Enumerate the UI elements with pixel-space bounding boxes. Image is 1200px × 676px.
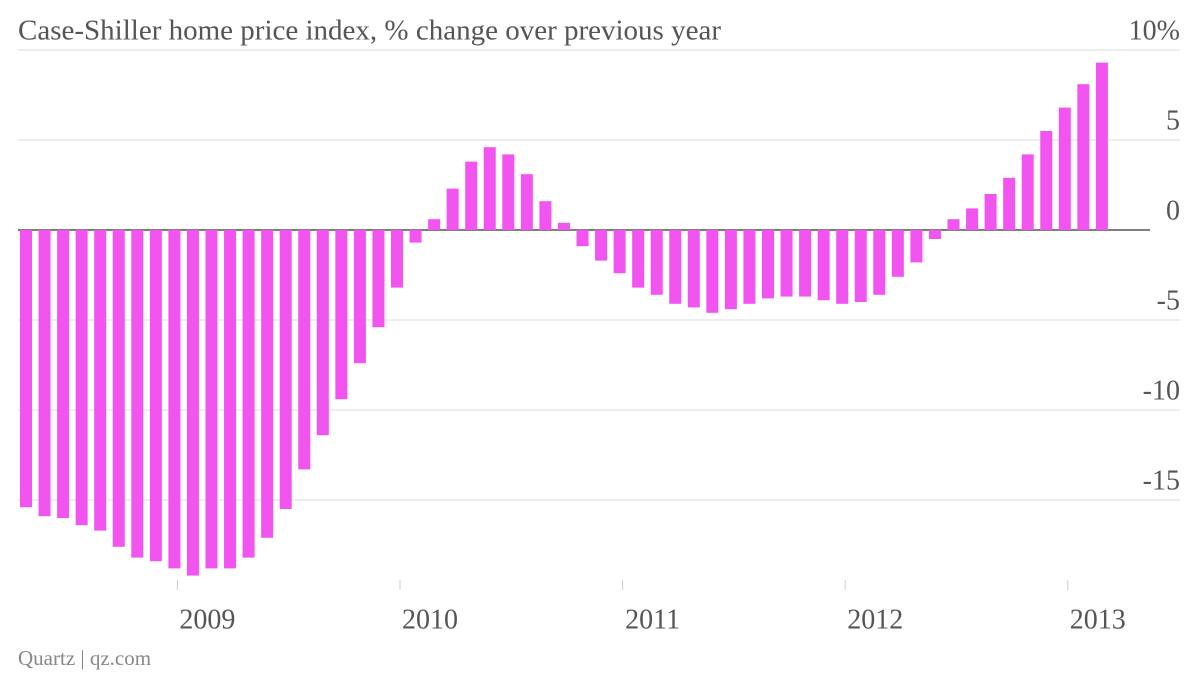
x-tick-label: 2011 bbox=[625, 604, 680, 635]
x-tick-label: 2010 bbox=[402, 604, 458, 635]
bar bbox=[687, 230, 700, 308]
bar bbox=[483, 147, 496, 230]
bar bbox=[94, 230, 107, 531]
bar bbox=[353, 230, 366, 364]
bar bbox=[799, 230, 812, 297]
bar bbox=[873, 230, 886, 295]
bar bbox=[762, 230, 774, 299]
bar bbox=[335, 230, 348, 400]
bar bbox=[391, 230, 403, 288]
bar bbox=[557, 222, 570, 230]
bar bbox=[316, 230, 329, 436]
bar bbox=[168, 230, 181, 569]
bar bbox=[1058, 107, 1071, 230]
y-tick-label: 10% bbox=[1129, 15, 1180, 46]
bar bbox=[1021, 154, 1034, 230]
bar bbox=[465, 161, 478, 230]
bar bbox=[613, 230, 626, 274]
y-tick-label: -15 bbox=[1143, 465, 1180, 496]
bar bbox=[743, 230, 756, 304]
bar bbox=[780, 230, 793, 297]
bar bbox=[1077, 84, 1090, 230]
bar bbox=[428, 219, 441, 230]
bar bbox=[539, 201, 552, 230]
bar bbox=[372, 230, 385, 328]
bar bbox=[279, 230, 292, 509]
bar bbox=[298, 230, 311, 470]
bar bbox=[1003, 177, 1016, 230]
bar bbox=[409, 230, 422, 243]
bar bbox=[928, 230, 941, 239]
x-tick-label: 2013 bbox=[1070, 604, 1126, 635]
bar bbox=[205, 230, 218, 569]
bar bbox=[112, 230, 125, 547]
bar bbox=[669, 230, 682, 304]
bar bbox=[186, 230, 199, 576]
bar bbox=[38, 230, 51, 517]
bar bbox=[224, 230, 237, 569]
bar bbox=[650, 230, 663, 295]
bar bbox=[261, 230, 274, 538]
bar bbox=[854, 230, 867, 302]
bar bbox=[947, 219, 960, 230]
bar bbox=[836, 230, 849, 304]
y-tick-label: -10 bbox=[1143, 375, 1180, 406]
bar bbox=[75, 230, 88, 526]
bar bbox=[576, 230, 589, 247]
bar bbox=[502, 154, 515, 230]
y-tick-label: -5 bbox=[1157, 285, 1180, 316]
bar bbox=[632, 230, 645, 288]
y-tick-label: 5 bbox=[1166, 105, 1180, 136]
bar bbox=[131, 230, 144, 558]
y-tick-label: 0 bbox=[1166, 195, 1180, 226]
bar bbox=[446, 188, 459, 230]
bar bbox=[817, 230, 830, 301]
bar bbox=[984, 194, 997, 230]
x-tick-label: 2009 bbox=[179, 604, 235, 635]
bar bbox=[966, 208, 979, 230]
bar bbox=[149, 230, 162, 562]
x-tick-label: 2012 bbox=[847, 604, 903, 635]
chart-title: Case-Shiller home price index, % change … bbox=[18, 15, 721, 47]
bar bbox=[595, 230, 608, 261]
bar bbox=[20, 230, 32, 508]
bar bbox=[1095, 62, 1108, 230]
bar bbox=[242, 230, 255, 558]
bar bbox=[910, 230, 923, 263]
source: Quartz | qz.com bbox=[18, 646, 151, 670]
bar bbox=[57, 230, 70, 518]
bar bbox=[706, 230, 719, 313]
bar bbox=[891, 230, 904, 277]
bar bbox=[520, 174, 533, 230]
bar bbox=[724, 230, 737, 310]
bar bbox=[1040, 131, 1053, 230]
